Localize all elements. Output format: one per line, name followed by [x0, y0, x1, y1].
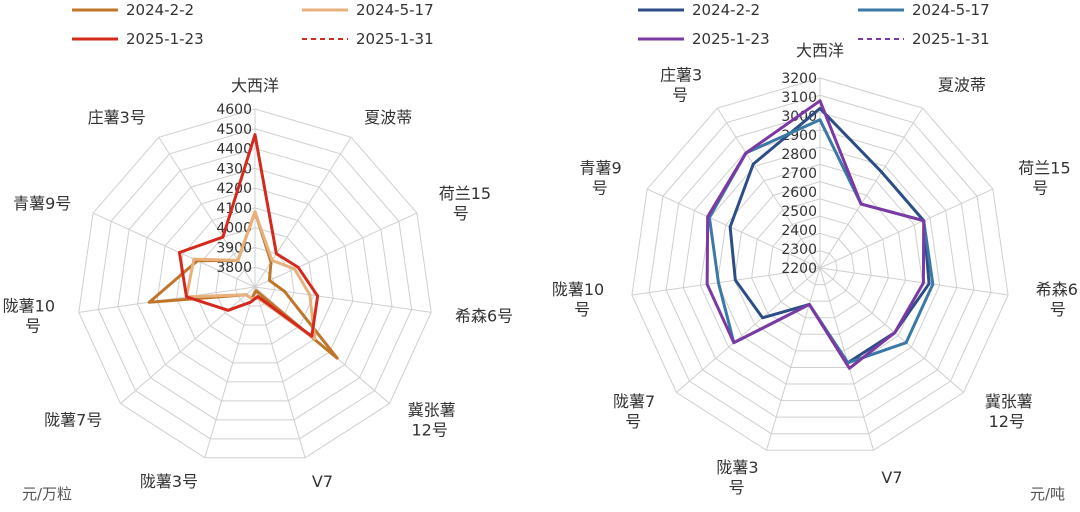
category-label: 夏波蒂 [364, 108, 412, 127]
category-label: 号 [25, 317, 41, 336]
tick-label: 4400 [216, 142, 252, 158]
category-label: 号 [592, 178, 608, 197]
series-line-2025-1-31 [178, 133, 319, 338]
category-label: 陇薯3号 [140, 472, 198, 491]
grid-ring [682, 129, 958, 402]
category-label: 陇薯10 [3, 297, 55, 316]
category-label: 青薯9 [580, 158, 622, 177]
category-label: 陇薯7号 [44, 410, 102, 429]
spoke-line [92, 212, 256, 288]
category-label: V7 [312, 472, 333, 491]
tick-label: 2600 [781, 185, 817, 201]
tick-label: 4200 [216, 181, 252, 197]
grid-ring [156, 187, 354, 383]
tick-label: 3900 [216, 240, 252, 256]
tick-label: 4600 [216, 102, 252, 118]
tick-label: 2700 [781, 166, 817, 182]
grid-ring [665, 112, 975, 418]
tick-label: 3200 [781, 71, 817, 87]
tick-label: 3800 [216, 260, 252, 276]
spoke-line [819, 107, 924, 269]
grid-ring [802, 250, 838, 286]
grid-ring [117, 148, 393, 421]
legend-label: 2025-1-23 [692, 30, 770, 48]
category-label: 庄薯3号 [88, 108, 146, 127]
series-line-2025-1-31 [706, 99, 925, 370]
grid-ring [631, 77, 1009, 451]
grid-ring [751, 198, 889, 335]
category-label: 号 [672, 86, 688, 105]
category-label: 大西洋 [231, 76, 279, 95]
spoke-line [204, 286, 256, 458]
grid-ring [785, 232, 855, 302]
spoke-line [631, 267, 821, 296]
spoke-line [254, 212, 418, 288]
category-label: 号 [574, 300, 590, 319]
category-label: 希森6号 [455, 307, 513, 326]
left-radar-chart: 380039004000410042004300440045004600大西洋夏… [3, 1, 513, 491]
right-radar-chart: 2200230024002500260027002800290030003100… [552, 1, 1078, 497]
spoke-line [158, 136, 256, 288]
spoke-line [819, 267, 1009, 296]
right-unit-label: 元/吨 [1030, 485, 1065, 503]
legend-label: 2024-2-2 [692, 1, 760, 19]
category-label: 荷兰15 [1018, 158, 1070, 177]
grid-ring [733, 181, 907, 352]
spoke-line [819, 267, 964, 393]
category-label: 夏波蒂 [938, 76, 986, 95]
legend-label: 2025-1-23 [126, 30, 204, 48]
category-label: V7 [881, 468, 902, 487]
category-label: 陇薯10 [552, 280, 604, 299]
category-label: 12号 [989, 412, 1025, 431]
grid-ring [78, 108, 432, 459]
grid-ring [234, 266, 276, 307]
tick-label: 2200 [781, 261, 817, 277]
grid-ring [97, 128, 413, 440]
legend-label: 2025-1-31 [912, 30, 990, 48]
tick-label: 2300 [781, 242, 817, 258]
category-label: 冀张薯 [408, 400, 456, 419]
spoke-line [765, 267, 821, 451]
tick-label: 3100 [781, 90, 817, 106]
spoke-line [646, 188, 821, 269]
legend-label: 2024-2-2 [126, 1, 194, 19]
category-label: 号 [625, 412, 641, 431]
tick-label: 4100 [216, 201, 252, 217]
category-label: 庄薯3 [660, 66, 702, 85]
category-label: 大西洋 [796, 41, 844, 60]
tick-label: 4500 [216, 122, 252, 138]
category-label: 号 [1032, 178, 1048, 197]
category-label: 号 [729, 478, 745, 497]
left-unit-label: 元/万粒 [22, 485, 72, 503]
spoke-line [254, 286, 306, 458]
spoke-line [120, 286, 256, 404]
category-label: 希森6 [1036, 280, 1078, 299]
category-label: 冀张薯 [985, 392, 1033, 411]
grid-ring [648, 94, 992, 435]
tick-label: 2400 [781, 223, 817, 239]
grid-ring [137, 167, 373, 402]
spoke-line [819, 188, 994, 269]
spoke-line [716, 107, 821, 269]
tick-label: 2800 [781, 147, 817, 163]
category-label: 荷兰15 [439, 184, 491, 203]
category-label: 号 [1050, 300, 1066, 319]
legend-label: 2025-1-31 [356, 30, 434, 48]
legend-label: 2024-5-17 [356, 1, 434, 19]
category-label: 号 [453, 204, 469, 223]
grid-ring [699, 146, 941, 385]
category-label: 陇薯3 [716, 458, 758, 477]
legend-label: 2024-5-17 [912, 1, 990, 19]
category-label: 12号 [411, 420, 447, 439]
tick-label: 2500 [781, 204, 817, 220]
category-label: 青薯9号 [13, 194, 71, 213]
spoke-line [676, 267, 821, 393]
grid-ring [768, 215, 872, 319]
category-label: 陇薯7 [613, 392, 655, 411]
